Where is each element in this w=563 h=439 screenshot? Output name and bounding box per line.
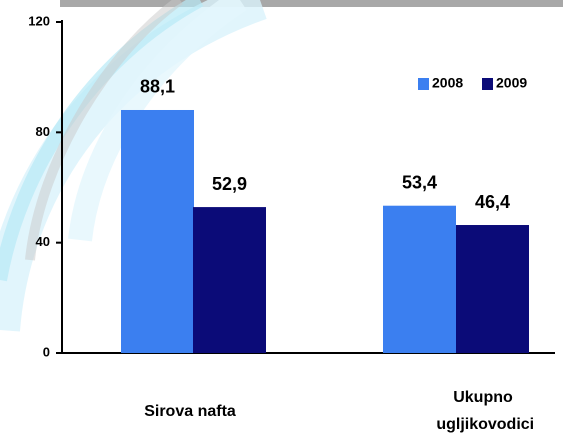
data-label: 46,4 <box>475 192 510 212</box>
legend-label: 2009 <box>496 75 527 91</box>
x-tick-label: Sirova nafta <box>144 403 236 420</box>
bar <box>456 225 529 353</box>
y-tick-label: 0 <box>43 344 50 359</box>
bar <box>121 109 194 353</box>
data-label: 53,4 <box>402 172 437 192</box>
y-tick-label: 120 <box>28 13 50 28</box>
data-label: 88,1 <box>140 77 175 97</box>
bar <box>383 205 456 353</box>
legend-label: 2008 <box>432 75 463 91</box>
background-decoration <box>0 0 563 332</box>
y-tick-label: 40 <box>36 234 50 249</box>
bar <box>193 207 266 353</box>
data-label: 52,9 <box>212 174 247 194</box>
y-tick-label: 80 <box>36 124 50 139</box>
legend-swatch <box>482 78 493 90</box>
x-tick-label: Ukupno ugljikovodici <box>432 389 534 433</box>
legend-swatch <box>418 78 429 90</box>
